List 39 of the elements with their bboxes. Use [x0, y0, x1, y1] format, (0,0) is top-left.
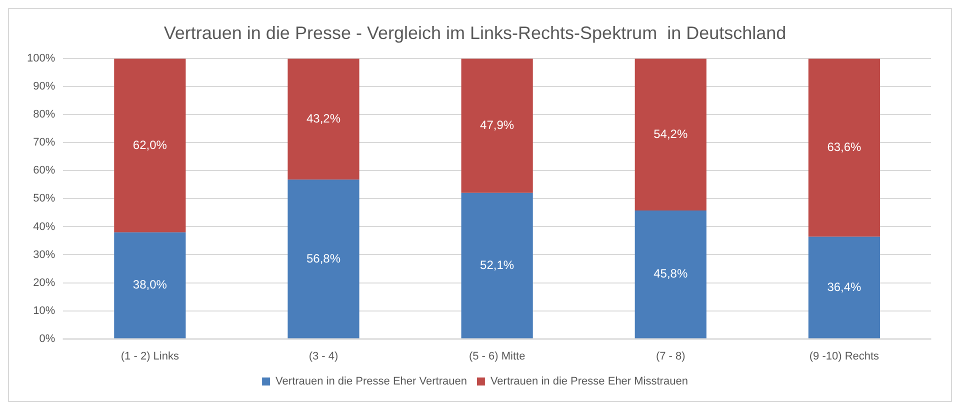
bar: [288, 180, 360, 338]
data-label: 47,9%: [480, 118, 514, 132]
bar: [461, 58, 533, 193]
x-tick-label: (7 - 8): [656, 350, 686, 362]
y-tick-label: 50%: [33, 192, 56, 205]
bar: [634, 210, 706, 338]
y-tick-label: 90%: [33, 80, 56, 93]
bar: [461, 192, 533, 338]
y-tick-label: 30%: [33, 248, 56, 261]
bar: [808, 58, 880, 237]
y-tick-label: 60%: [33, 164, 56, 177]
bar: [114, 58, 186, 232]
data-label: 36,4%: [827, 280, 862, 294]
y-tick-label: 40%: [33, 220, 56, 233]
chart-title: Vertrauen in die Presse - Vergleich im Links-Rechts-Spektrum in Deutschland: [164, 22, 786, 43]
x-tick-label: (5 - 6) Mitte: [468, 350, 526, 362]
data-label: 62,0%: [132, 138, 168, 152]
data-label: 56,8%: [306, 251, 341, 266]
data-label: 45,8%: [654, 266, 688, 281]
bar: [808, 236, 880, 338]
y-tick-label: 80%: [33, 108, 56, 121]
y-tick-label: 0%: [39, 332, 56, 345]
data-label: 52,1%: [480, 258, 514, 272]
legend-label: Vertrauen in die Presse Eher Misstrauen: [490, 376, 688, 388]
x-tick-label: (3 - 4): [308, 350, 338, 362]
bar: [634, 58, 706, 210]
data-label: 54,2%: [654, 126, 688, 141]
legend-label: Vertrauen in die Presse Eher Vertrauen: [276, 376, 467, 388]
data-label: 43,2%: [306, 111, 341, 126]
y-tick-label: 20%: [33, 276, 56, 289]
y-tick-label: 10%: [33, 304, 56, 317]
bar: [288, 58, 360, 180]
x-tick-label: (9 -10) Rechts: [809, 350, 880, 362]
bar: [114, 232, 186, 338]
y-tick-label: 100%: [26, 52, 56, 65]
data-label: 38,0%: [132, 278, 168, 292]
data-label: 63,6%: [827, 140, 862, 154]
y-tick-label: 70%: [33, 136, 56, 149]
x-tick-label: (1 - 2) Links: [120, 350, 180, 362]
